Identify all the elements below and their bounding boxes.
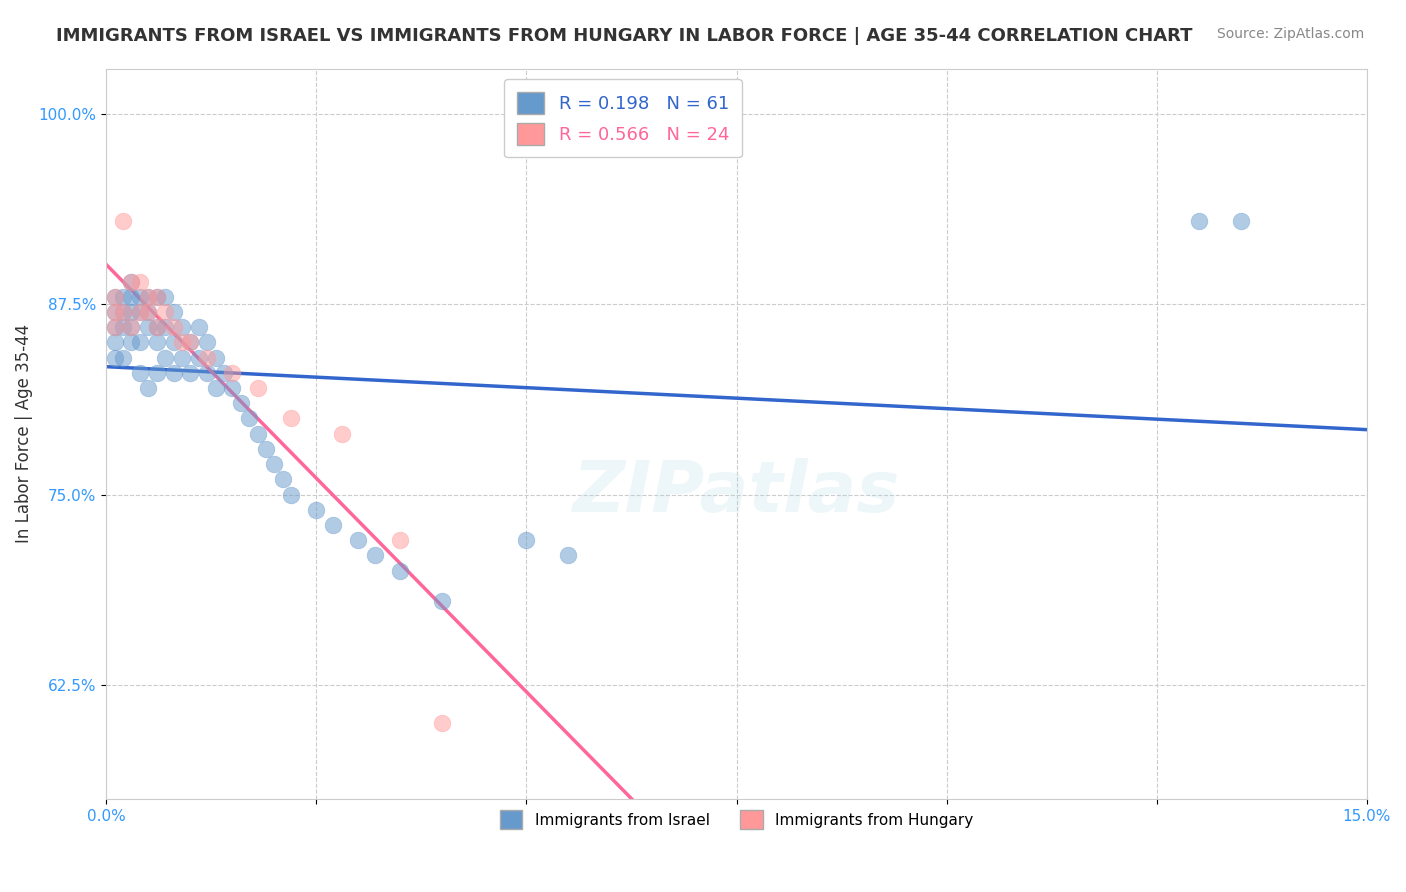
Point	[221, 366, 243, 380]
Point	[136, 290, 159, 304]
Point	[162, 320, 184, 334]
Point	[389, 564, 412, 578]
Point	[112, 305, 135, 319]
Point	[347, 533, 370, 548]
Point	[238, 411, 260, 425]
Point	[204, 351, 226, 365]
Point	[153, 320, 176, 334]
Point	[515, 533, 537, 548]
Point	[153, 351, 176, 365]
Point	[128, 290, 150, 304]
Point	[162, 335, 184, 350]
Point	[145, 290, 167, 304]
Point	[153, 305, 176, 319]
Point	[204, 381, 226, 395]
Point	[364, 549, 387, 563]
Y-axis label: In Labor Force | Age 35-44: In Labor Force | Age 35-44	[15, 324, 32, 543]
Point	[187, 320, 209, 334]
Point	[136, 320, 159, 334]
Point	[136, 305, 159, 319]
Point	[112, 305, 135, 319]
Point	[187, 351, 209, 365]
Point	[229, 396, 252, 410]
Point	[121, 275, 143, 289]
Point	[305, 502, 328, 516]
Point	[246, 426, 269, 441]
Point	[104, 305, 127, 319]
Point	[121, 290, 143, 304]
Point	[212, 366, 235, 380]
Point	[136, 290, 159, 304]
Point	[170, 351, 193, 365]
Point	[128, 366, 150, 380]
Point	[121, 305, 143, 319]
Point	[104, 290, 127, 304]
Text: IMMIGRANTS FROM ISRAEL VS IMMIGRANTS FROM HUNGARY IN LABOR FORCE | AGE 35-44 COR: IMMIGRANTS FROM ISRAEL VS IMMIGRANTS FRO…	[56, 27, 1192, 45]
Point	[195, 351, 218, 365]
Point	[432, 594, 454, 608]
Point	[271, 472, 294, 486]
Text: ZIPatlas: ZIPatlas	[572, 458, 900, 526]
Point	[1229, 213, 1251, 227]
Point	[145, 335, 167, 350]
Point	[136, 381, 159, 395]
Point	[280, 487, 302, 501]
Point	[121, 320, 143, 334]
Point	[104, 351, 127, 365]
Point	[145, 366, 167, 380]
Point	[1188, 213, 1211, 227]
Legend: Immigrants from Israel, Immigrants from Hungary: Immigrants from Israel, Immigrants from …	[494, 805, 980, 835]
Point	[104, 320, 127, 334]
Point	[246, 381, 269, 395]
Point	[104, 305, 127, 319]
Point	[128, 275, 150, 289]
Point	[263, 457, 285, 471]
Point	[112, 320, 135, 334]
Point	[280, 411, 302, 425]
Point	[179, 366, 201, 380]
Point	[557, 549, 579, 563]
Point	[195, 366, 218, 380]
Point	[254, 442, 277, 456]
Point	[153, 290, 176, 304]
Point	[432, 715, 454, 730]
Point	[112, 213, 135, 227]
Point	[136, 305, 159, 319]
Point	[170, 320, 193, 334]
Point	[179, 335, 201, 350]
Point	[104, 290, 127, 304]
Point	[112, 351, 135, 365]
Point	[170, 335, 193, 350]
Point	[162, 366, 184, 380]
Point	[389, 533, 412, 548]
Point	[121, 320, 143, 334]
Point	[162, 305, 184, 319]
Point	[322, 518, 344, 533]
Point	[145, 320, 167, 334]
Point	[104, 335, 127, 350]
Point	[330, 426, 353, 441]
Point	[145, 320, 167, 334]
Point	[104, 320, 127, 334]
Point	[112, 290, 135, 304]
Point	[145, 290, 167, 304]
Point	[128, 335, 150, 350]
Point	[121, 335, 143, 350]
Text: Source: ZipAtlas.com: Source: ZipAtlas.com	[1216, 27, 1364, 41]
Point	[121, 275, 143, 289]
Point	[128, 305, 150, 319]
Point	[195, 335, 218, 350]
Point	[128, 305, 150, 319]
Point	[221, 381, 243, 395]
Point	[179, 335, 201, 350]
